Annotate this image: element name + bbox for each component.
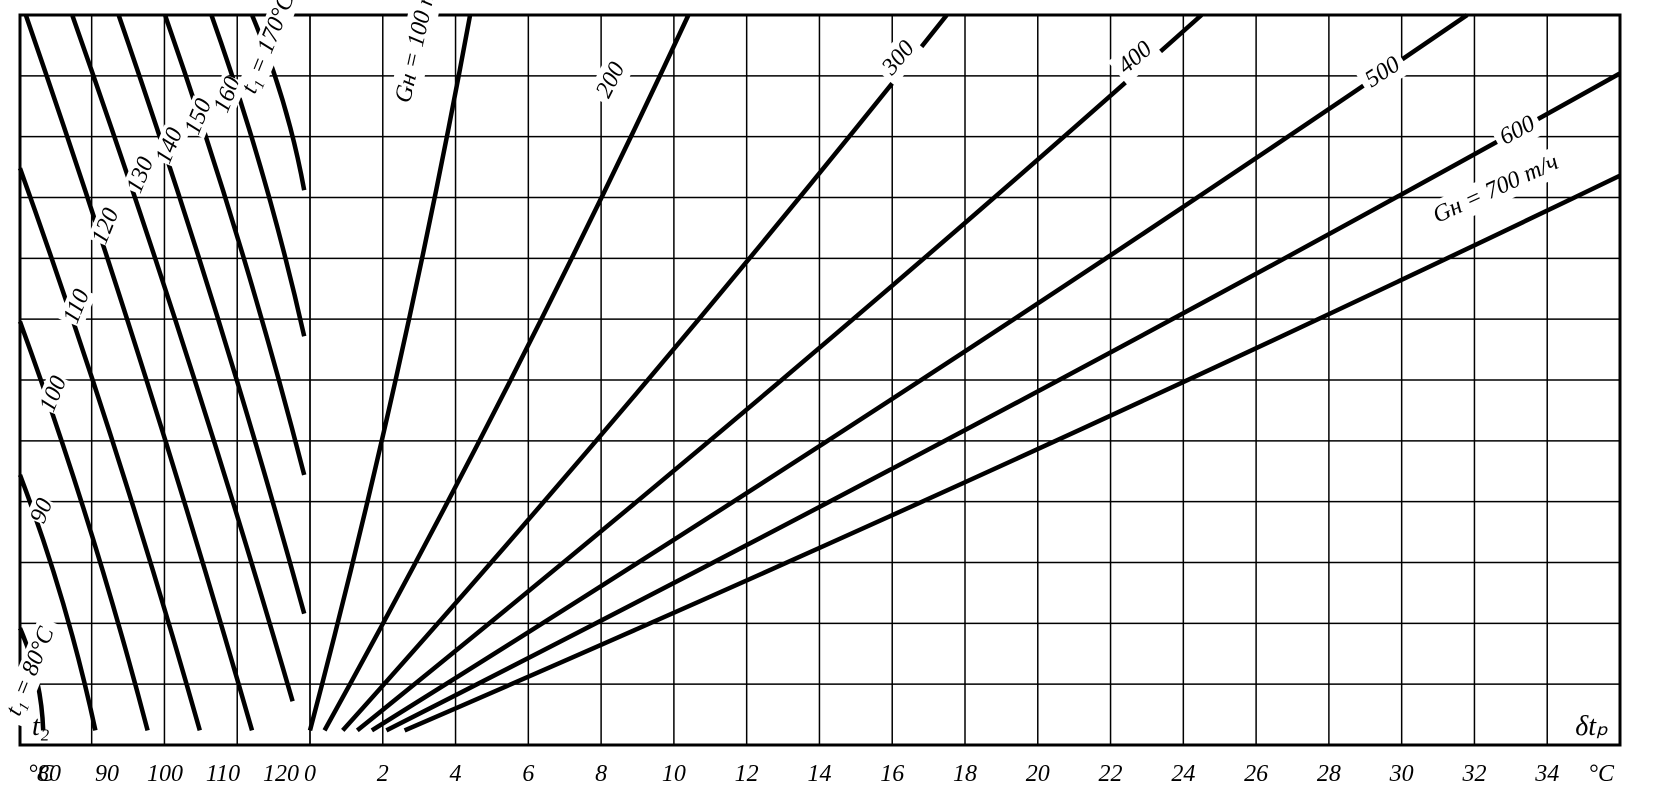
gn-line: [386, 73, 1620, 730]
gn-label: 200: [587, 52, 635, 107]
right-tick: 20: [1026, 761, 1050, 787]
right-tick: 26: [1244, 761, 1268, 787]
right-tick: 4: [450, 761, 462, 787]
right-tick: 2: [377, 761, 389, 787]
right-tick: 34: [1534, 761, 1559, 787]
right-axis-symbol: δtₚ: [1575, 711, 1608, 742]
gn-label: Gн = 100 m/ч: [388, 0, 449, 111]
svg-text:Gн = 700 m/ч: Gн = 700 m/ч: [1429, 149, 1563, 229]
gn-label: 600: [1490, 107, 1546, 156]
right-tick: 6: [522, 761, 534, 787]
left-tick: 120: [263, 761, 299, 787]
right-tick: 8: [595, 761, 607, 787]
right-unit: °C: [1588, 761, 1615, 787]
left-axis-symbol: t₂: [32, 711, 50, 742]
right-tick: 24: [1171, 761, 1195, 787]
t1-isoline: [72, 15, 292, 701]
gn-label: 400: [1108, 31, 1163, 84]
right-tick: 0: [304, 761, 316, 787]
left-tick: 90: [95, 761, 119, 787]
nomograph-chart: t₁ = 80°C90100110120130140150160t₁ = 170…: [0, 0, 1654, 811]
gn-label: 300: [872, 31, 925, 86]
right-tick: 12: [735, 761, 759, 787]
svg-text:130: 130: [122, 153, 160, 196]
right-tick: 22: [1099, 761, 1123, 787]
right-tick: 32: [1461, 761, 1486, 787]
right-tick: 28: [1317, 761, 1341, 787]
right-tick: 18: [953, 761, 977, 787]
left-tick: 100: [147, 761, 183, 787]
right-tick: 16: [880, 761, 904, 787]
right-tick: 14: [807, 761, 831, 787]
gn-label: 500: [1355, 47, 1411, 98]
left-tick: 80: [37, 761, 61, 787]
svg-text:t₁ = 80°C: t₁ = 80°C: [1, 623, 60, 720]
right-tick: 30: [1389, 761, 1414, 787]
right-tick: 10: [662, 761, 686, 787]
left-tick: 110: [206, 761, 240, 787]
